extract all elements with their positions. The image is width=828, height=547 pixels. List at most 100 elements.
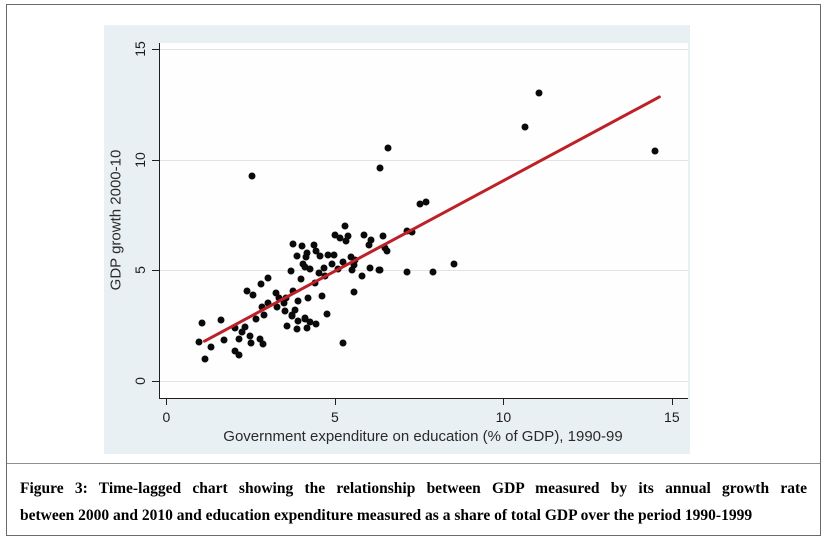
figure-border-box: Government expenditure on education (% o… xyxy=(6,4,821,536)
data-point xyxy=(360,231,368,239)
data-point xyxy=(280,299,288,307)
y-gridline xyxy=(160,49,688,51)
data-point xyxy=(381,244,389,252)
data-point xyxy=(247,339,255,347)
data-point xyxy=(416,200,424,208)
y-gridline xyxy=(160,380,688,382)
y-tick-label: 15 xyxy=(132,41,148,58)
data-point xyxy=(231,347,239,355)
data-point xyxy=(328,260,336,268)
trend-line xyxy=(202,95,661,343)
data-point xyxy=(403,227,411,235)
data-point xyxy=(324,251,332,259)
y-gridline xyxy=(160,270,688,272)
data-point xyxy=(231,324,239,332)
data-point xyxy=(341,222,349,230)
data-point xyxy=(316,252,324,260)
data-point xyxy=(273,303,281,311)
y-tick-mark xyxy=(152,270,159,272)
data-point xyxy=(320,264,328,272)
data-point xyxy=(379,232,387,240)
x-tick-label: 0 xyxy=(162,409,171,425)
data-point xyxy=(294,297,302,305)
figure-caption: Figure 3: Time-lagged chart showing the … xyxy=(20,475,807,529)
y-gridline xyxy=(160,159,688,161)
data-point xyxy=(429,268,437,276)
data-point xyxy=(246,332,254,340)
caption-divider xyxy=(7,463,820,464)
x-tick-mark xyxy=(334,398,336,405)
plot-area xyxy=(159,43,688,399)
data-point xyxy=(535,89,543,97)
x-tick-label: 15 xyxy=(664,409,680,425)
y-tick-mark xyxy=(152,159,159,161)
data-point xyxy=(312,247,320,255)
data-point xyxy=(408,228,416,236)
data-point xyxy=(272,289,280,297)
data-point xyxy=(350,288,358,296)
data-point xyxy=(450,260,458,268)
data-point xyxy=(358,272,366,280)
data-point xyxy=(235,335,242,343)
data-point xyxy=(283,322,291,330)
data-point xyxy=(342,237,350,245)
data-point xyxy=(651,147,659,155)
data-point xyxy=(288,311,296,319)
data-point xyxy=(249,291,257,299)
data-point xyxy=(207,343,215,351)
data-point xyxy=(235,351,243,359)
data-point xyxy=(350,261,358,269)
data-point xyxy=(248,172,256,180)
data-point xyxy=(195,338,203,346)
data-point xyxy=(258,303,266,311)
data-point xyxy=(315,269,323,277)
data-point xyxy=(376,164,384,172)
x-tick-label: 10 xyxy=(495,409,512,425)
data-point xyxy=(294,317,302,325)
data-point xyxy=(281,307,289,315)
y-tick-label: 5 xyxy=(132,266,148,275)
x-tick-mark xyxy=(503,398,505,405)
data-point xyxy=(366,264,374,272)
y-tick-mark xyxy=(152,380,159,382)
data-point xyxy=(347,253,355,261)
data-point xyxy=(376,266,384,274)
data-point xyxy=(293,252,301,260)
data-point xyxy=(201,355,209,363)
y-tick-mark xyxy=(152,49,159,51)
data-point xyxy=(241,323,249,331)
data-point xyxy=(289,240,297,248)
data-point xyxy=(323,310,331,318)
data-point xyxy=(383,247,391,255)
data-point xyxy=(403,268,411,276)
data-point xyxy=(301,315,309,323)
data-point xyxy=(260,311,268,319)
data-point xyxy=(330,251,338,259)
data-point xyxy=(306,318,314,326)
data-point xyxy=(310,241,318,249)
data-point xyxy=(198,319,206,327)
data-point xyxy=(422,198,430,206)
data-point xyxy=(287,267,295,275)
data-point xyxy=(339,258,347,266)
data-point xyxy=(217,316,225,324)
data-point xyxy=(259,340,267,348)
chart-region: Government expenditure on education (% o… xyxy=(104,25,690,454)
data-point xyxy=(339,339,347,347)
data-point xyxy=(220,336,228,344)
data-point xyxy=(331,231,339,239)
data-point xyxy=(289,287,297,295)
data-point xyxy=(238,328,246,336)
caption-line-1: Figure 3: Time-lagged chart showing the … xyxy=(20,480,807,497)
x-tick-label: 5 xyxy=(330,409,339,425)
data-point xyxy=(264,274,272,282)
data-point xyxy=(302,253,310,261)
caption-line-2: between 2000 and 2010 and education expe… xyxy=(20,507,753,524)
data-point xyxy=(303,324,311,332)
data-point xyxy=(291,306,299,314)
data-point xyxy=(298,242,306,250)
y-tick-label: 10 xyxy=(132,152,148,168)
data-point xyxy=(304,294,312,302)
data-point xyxy=(521,123,529,131)
